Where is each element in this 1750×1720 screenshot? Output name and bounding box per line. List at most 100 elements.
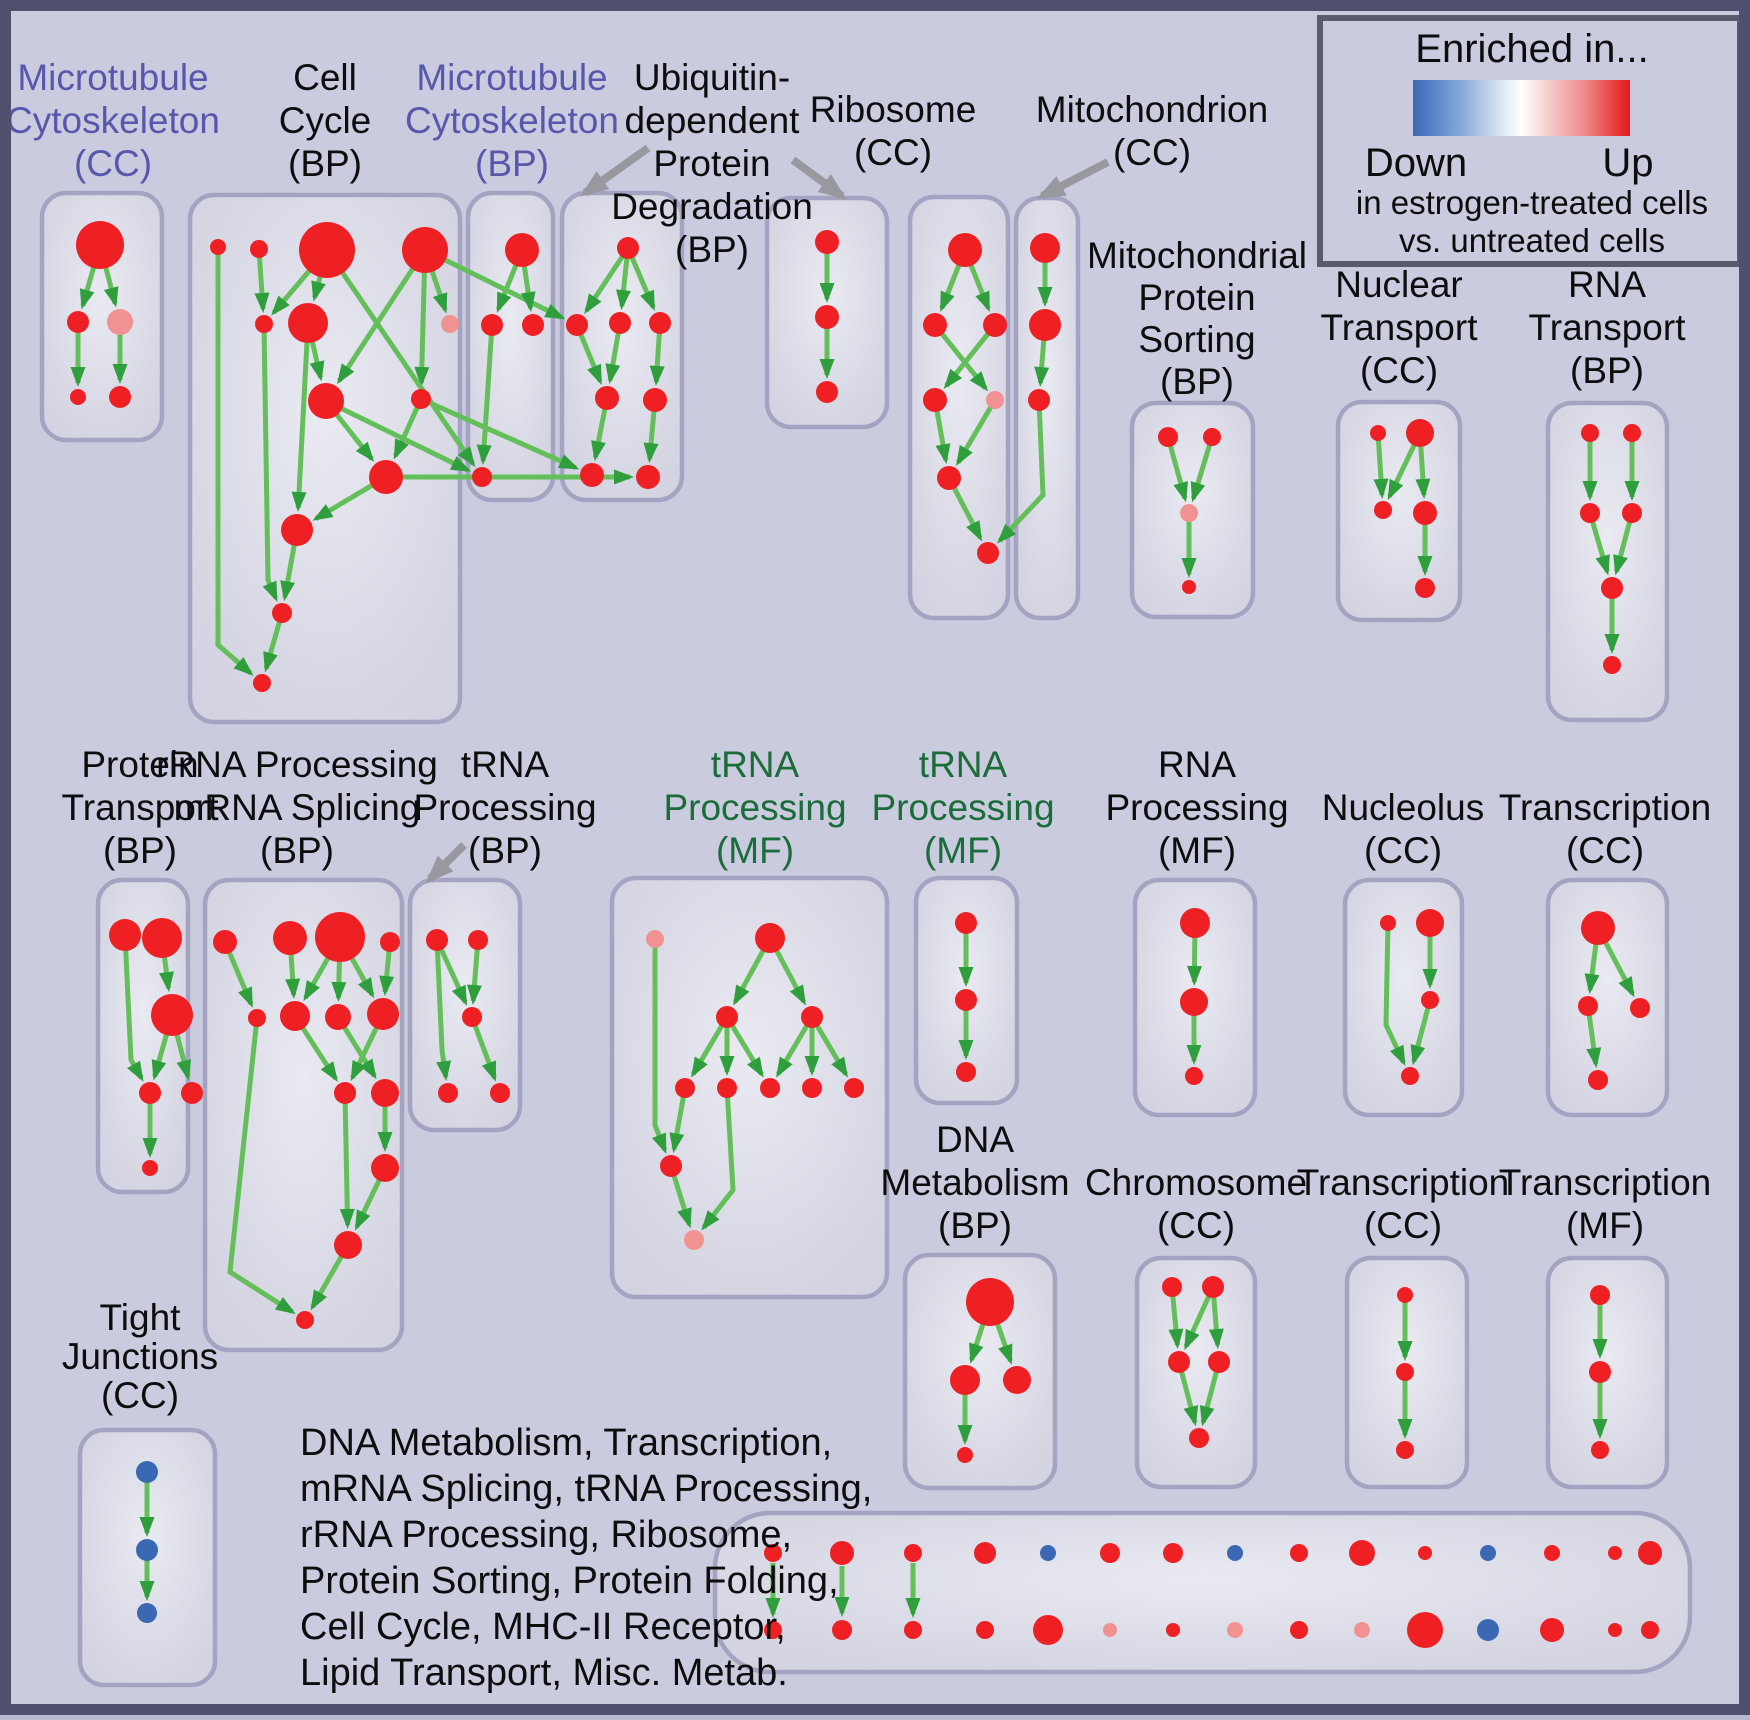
label-trna-mf-large: Processing — [663, 787, 846, 828]
box-nucleolus — [1342, 877, 1465, 1118]
label-transcription-cc-mid: Transcription — [1499, 787, 1711, 828]
edge-arrow — [476, 324, 495, 465]
node-cc.L — [281, 514, 313, 546]
edge-arrow — [337, 248, 428, 385]
edge-arrow — [1373, 432, 1389, 499]
node-nu.3 — [1421, 991, 1439, 1009]
edge-arrow — [261, 323, 279, 602]
node-rib.r0 — [948, 233, 982, 267]
node-rib.r6 — [977, 542, 999, 564]
node-tm.Q — [755, 923, 785, 953]
node-rib.r4 — [986, 391, 1004, 409]
node-rr.7 — [325, 1004, 351, 1030]
node-ub.U2 — [609, 312, 631, 334]
label-mito-protein-sorting: Sorting — [1138, 319, 1255, 360]
node-rt.5 — [1601, 577, 1623, 599]
node-mtbp.T — [505, 233, 539, 267]
label-tight-junctions: Tight — [100, 1297, 182, 1338]
edge-arrow — [943, 323, 997, 390]
box-transcription-cc-mid — [1545, 877, 1670, 1118]
label-rna-transport: Transport — [1529, 307, 1687, 348]
node-tc3.1 — [1397, 1287, 1413, 1303]
node-rr.8 — [367, 998, 399, 1030]
label-nuclear-transport: Nuclear — [1335, 264, 1463, 305]
pointer-arrow — [425, 842, 467, 884]
edge-arrow — [419, 396, 580, 470]
pointer-arrow — [790, 156, 847, 200]
label-microtubule-bp: (BP) — [475, 143, 549, 184]
node-mito.m0 — [1030, 233, 1060, 263]
node-mtbp.MR — [522, 314, 544, 336]
node-ms.4 — [1182, 580, 1196, 594]
label-trna-mf-small: (MF) — [924, 830, 1002, 871]
node-strip-top-10 — [1349, 1540, 1375, 1566]
label-transcription-mf: Transcription — [1499, 1162, 1711, 1203]
node-ts.1 — [955, 912, 977, 934]
edge-arrow — [584, 246, 631, 315]
label-transcription-cc-low: (CC) — [1364, 1205, 1442, 1246]
label-tight-junctions: (CC) — [101, 1375, 179, 1416]
node-nt.3 — [1374, 501, 1392, 519]
node-tm.s3 — [760, 1078, 780, 1098]
node-rr.11 — [371, 1154, 399, 1182]
node-strip-top-7 — [1163, 1543, 1183, 1563]
node-strip-bottom-1 — [764, 1621, 782, 1639]
node-rr.3 — [315, 912, 365, 962]
label-microtubule-cc: Cytoskeleton — [6, 100, 220, 141]
label-nuclear-transport: Transport — [1321, 307, 1479, 348]
node-cc.C — [299, 222, 355, 278]
node-rib.r3 — [923, 388, 947, 412]
node-tc2.3 — [1630, 998, 1650, 1018]
box-misc-strip — [712, 1510, 1693, 1675]
label-dna-metabolism: (BP) — [938, 1205, 1012, 1246]
label-transcription-cc-low: Transcription — [1297, 1162, 1509, 1203]
node-mtbp.K — [472, 467, 492, 487]
node-strip-bottom-6 — [1103, 1623, 1117, 1637]
pointer-arrow — [580, 144, 651, 197]
node-tmf.1 — [1590, 1285, 1610, 1305]
node-strip-bottom-4 — [976, 1621, 994, 1639]
node-tb.4 — [438, 1083, 458, 1103]
node-rt.6 — [1603, 656, 1621, 674]
edge-arrow — [724, 1015, 764, 1078]
label-nucleolus: (CC) — [1364, 830, 1442, 871]
label-microtubule-bp: Microtubule — [416, 57, 607, 98]
node-ub2.V1 — [815, 305, 839, 329]
edge-arrow — [690, 1015, 730, 1078]
node-ch.3 — [1168, 1351, 1190, 1373]
node-tm.s2 — [717, 1078, 737, 1098]
node-tc2.2 — [1578, 996, 1598, 1016]
node-strip-bottom-5 — [1033, 1615, 1063, 1645]
node-ub2.V2 — [816, 381, 838, 403]
node-ch.4 — [1208, 1351, 1230, 1373]
edge-arrow — [1587, 512, 1610, 576]
edge-arrow — [254, 248, 270, 313]
node-rib.r1 — [923, 313, 947, 337]
node-strip-bottom-15 — [1641, 1621, 1659, 1639]
label-cell-cycle: Cell — [293, 57, 357, 98]
label-trna-mf-small: Processing — [871, 787, 1054, 828]
node-ts.3 — [956, 1062, 976, 1082]
edge-arrow — [215, 247, 254, 676]
node-tj.1 — [136, 1461, 158, 1483]
label-tight-junctions: Junctions — [62, 1336, 218, 1377]
node-tc2.1 — [1581, 911, 1615, 945]
node-strip-bottom-12 — [1477, 1619, 1499, 1641]
summary-text-line: DNA Metabolism, Transcription, — [300, 1422, 832, 1464]
label-protein-transport: (BP) — [103, 830, 177, 871]
node-nu.2 — [1416, 909, 1444, 937]
node-cc.M — [272, 603, 292, 623]
node-rr.2 — [273, 921, 307, 955]
node-ms.1 — [1158, 427, 1178, 447]
node-pt.3 — [151, 994, 193, 1036]
edge-arrow — [324, 248, 476, 468]
edge-arrow — [339, 1092, 355, 1229]
label-rrna-mrna: mRNA Splicing — [174, 787, 421, 828]
node-rt.2 — [1623, 424, 1641, 442]
label-trna-bp: (BP) — [468, 830, 542, 871]
node-strip-bottom-2 — [832, 1620, 852, 1640]
label-cell-cycle: (BP) — [288, 143, 362, 184]
node-ub.U0 — [617, 237, 639, 259]
